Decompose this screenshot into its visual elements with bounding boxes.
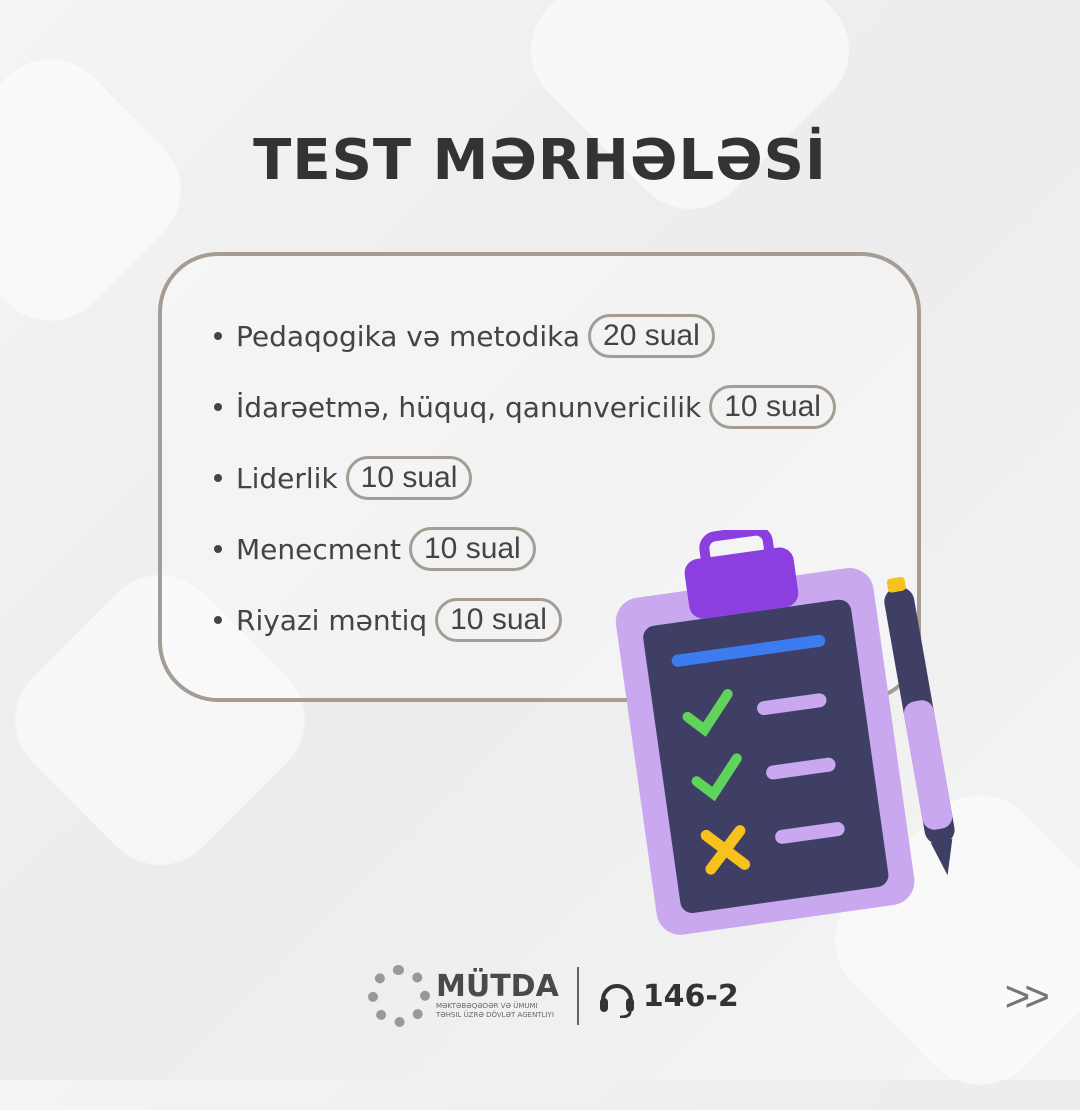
item-label: Riyazi məntiq (236, 603, 428, 637)
count-badge: 10 sual (345, 456, 473, 500)
count-badge: 10 sual (408, 527, 536, 571)
divider (576, 967, 579, 1025)
logo-mark-icon (368, 965, 430, 1027)
count-badge: 10 sual (709, 385, 836, 429)
next-arrow-icon[interactable]: >> (1004, 972, 1050, 1021)
test-topics-panel: Pedaqogika və metodika 20 sual İdarəetmə,… (158, 252, 921, 702)
list-item: Liderlik 10 sual (214, 456, 473, 500)
list-item: Pedaqogika və metodika 20 sual (214, 314, 715, 358)
bg-shape (506, 0, 874, 234)
list-item: Menecment 10 sual (214, 527, 536, 571)
brand-logo: MÜTDA Məktəbəqədər və ümumi təhsil üzrə … (436, 972, 559, 1020)
count-badge: 10 sual (435, 598, 562, 642)
clipboard-checklist-icon (615, 530, 955, 935)
list-item: İdarəetmə, hüquq, qanunvericilik 10 sual (214, 385, 836, 429)
hotline-number: 146-2 (642, 978, 739, 1014)
brand-subtitle: Məktəbəqədər və ümumi təhsil üzrə dövlət… (436, 1002, 554, 1019)
footer: MÜTDA Məktəbəqədər və ümumi təhsil üzrə … (368, 965, 739, 1027)
item-label: İdarəetmə, hüquq, qanunvericilik (236, 390, 702, 424)
headset-icon (599, 984, 634, 1018)
list-item: Riyazi məntiq 10 sual (214, 598, 562, 642)
count-badge: 20 sual (588, 314, 715, 358)
brand-name: MÜTDA (436, 969, 559, 1004)
item-label: Pedaqogika və metodika (236, 319, 581, 353)
page-title: TEST MƏRHƏLƏSİ (253, 128, 827, 193)
item-label: Menecment (236, 532, 401, 566)
item-label: Liderlik (236, 461, 338, 495)
